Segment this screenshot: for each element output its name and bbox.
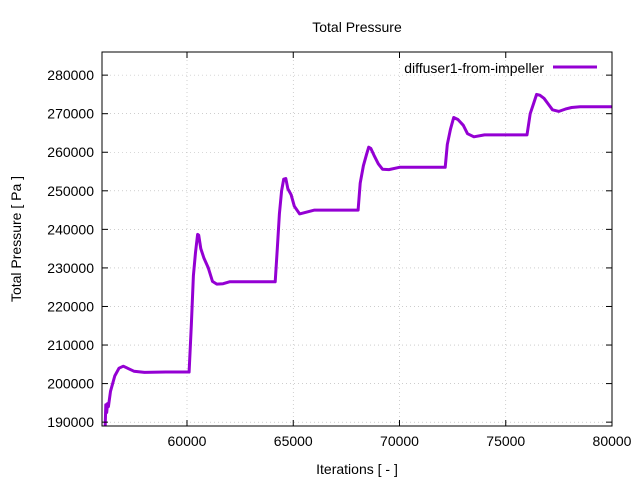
x-tick-label: 80000 xyxy=(593,433,632,449)
grid-lines xyxy=(102,52,613,426)
y-tick-label: 190000 xyxy=(47,414,94,430)
x-axis-label: Iterations [ - ] xyxy=(316,461,398,477)
x-tick-label: 60000 xyxy=(168,433,207,449)
y-tick-label: 250000 xyxy=(47,183,94,199)
y-tick-label: 230000 xyxy=(47,260,94,276)
x-tick-label: 70000 xyxy=(380,433,419,449)
series-lines xyxy=(103,92,612,427)
y-tick-label: 270000 xyxy=(47,106,94,122)
y-tick-label: 280000 xyxy=(47,67,94,83)
y-tick-label: 210000 xyxy=(47,337,94,353)
axis-ticks: 60000 65000 70000 75000 80000 190000 200000 210… xyxy=(47,52,632,449)
x-tick-label: 75000 xyxy=(486,433,525,449)
chart-title: Total Pressure xyxy=(312,19,402,35)
legend: diffuser1-from-impeller xyxy=(404,60,597,76)
y-axis-label: Total Pressure [ Pa ] xyxy=(8,176,24,302)
y-tick-label: 200000 xyxy=(47,376,94,392)
series-line xyxy=(103,92,612,427)
legend-label: diffuser1-from-impeller xyxy=(404,60,544,76)
x-tick-label: 65000 xyxy=(274,433,313,449)
plot-frame xyxy=(101,51,613,427)
y-tick-label: 260000 xyxy=(47,144,94,160)
y-tick-label: 240000 xyxy=(47,221,94,237)
y-tick-label: 220000 xyxy=(47,298,94,314)
